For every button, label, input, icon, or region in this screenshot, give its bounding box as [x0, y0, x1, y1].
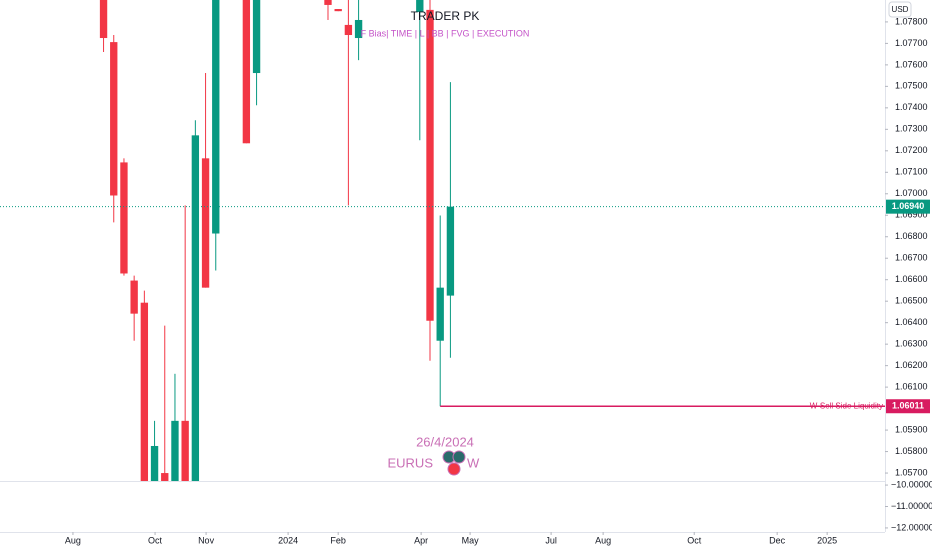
y-tick-label: 1.07100	[895, 167, 928, 177]
last-price-label: 1.06940	[892, 201, 925, 211]
last-price-badge	[886, 199, 930, 214]
candle-body	[110, 42, 118, 196]
x-tick-label: Oct	[687, 535, 702, 545]
candle-body	[334, 9, 342, 12]
plot-area	[99, 0, 455, 481]
liquidity-badge	[886, 399, 930, 414]
candle-body	[181, 420, 189, 481]
candle-body	[140, 302, 149, 481]
candle-body	[99, 0, 108, 39]
y2-tick-label: −10.00000	[891, 479, 932, 489]
y-tick-label: 1.06200	[895, 360, 928, 370]
x-tick-label: 2024	[278, 535, 298, 545]
y-tick-label: 1.06400	[895, 317, 928, 327]
indicator-legend: F Bias| TIME | L | BB | FVG | EXECUTION	[361, 28, 530, 38]
y-tick-label: 1.07000	[895, 188, 928, 198]
x-tick-label: May	[462, 535, 480, 545]
x-tick-label: Apr	[414, 535, 428, 545]
candle-body	[354, 19, 363, 39]
candle-body	[446, 206, 455, 296]
x-tick-label: Jul	[545, 535, 557, 545]
candle-body	[212, 0, 220, 234]
liquidity-name: W-Sell Side Liquidity	[810, 401, 883, 410]
x-tick-label: Aug	[595, 535, 611, 545]
currency-badge[interactable]	[888, 1, 912, 18]
watermark-interval: W	[467, 455, 480, 470]
candle-body	[120, 162, 128, 274]
watermark-symbol: EURUS	[387, 455, 433, 470]
candle-body	[201, 158, 210, 288]
currency: USD	[892, 5, 909, 14]
y-tick-label: 1.07400	[895, 102, 928, 112]
candle-body	[150, 445, 159, 481]
x-tick-label: Feb	[330, 535, 346, 545]
candle-body	[130, 280, 138, 314]
y-tick-label: 1.06300	[895, 339, 928, 349]
candle-body	[436, 287, 444, 341]
y-tick-label: 1.06900	[895, 210, 928, 220]
y-tick-label: 1.07300	[895, 124, 928, 134]
chart-title: TRADER PK	[411, 9, 480, 23]
candle-body	[252, 0, 261, 74]
candle-body	[324, 0, 332, 5]
x-tick-label: Nov	[198, 535, 215, 545]
candle-body	[242, 0, 251, 144]
x-tick-label: Dec	[769, 535, 786, 545]
liquidity-label: 1.06011	[892, 401, 924, 411]
y-tick-label: 1.05700	[895, 467, 928, 477]
y-tick-label: 1.06100	[895, 381, 928, 391]
candle-body	[416, 0, 424, 13]
y-tick-label: 1.06600	[895, 274, 928, 284]
y2-tick-label: −12.00000	[891, 522, 932, 532]
y-tick-label: 1.05900	[895, 424, 928, 434]
y-tick-label: 1.06800	[895, 231, 928, 241]
candle-body	[161, 473, 169, 481]
x-tick-label: Aug	[65, 535, 81, 545]
candle-body	[191, 135, 200, 481]
watermark-icon	[442, 450, 466, 476]
y-tick-label: 1.07700	[895, 38, 928, 48]
y2-tick-label: −11.00000	[891, 501, 932, 511]
y-tick-label: 1.07600	[895, 59, 928, 69]
y-tick-label: 1.06700	[895, 253, 928, 263]
y-tick-label: 1.05800	[895, 446, 928, 456]
y-tick-label: 1.07800	[895, 16, 928, 26]
candle-body	[426, 9, 434, 321]
y-tick-label: 1.07200	[895, 145, 928, 155]
candle-body	[171, 420, 179, 481]
x-tick-label: Oct	[148, 535, 163, 545]
x-tick-label: 2025	[817, 535, 837, 545]
y-tick-label: 1.06500	[895, 296, 928, 306]
candle-body	[344, 24, 353, 36]
y-tick-label: 1.07500	[895, 81, 928, 91]
watermark-date: 26/4/2024	[416, 434, 474, 449]
